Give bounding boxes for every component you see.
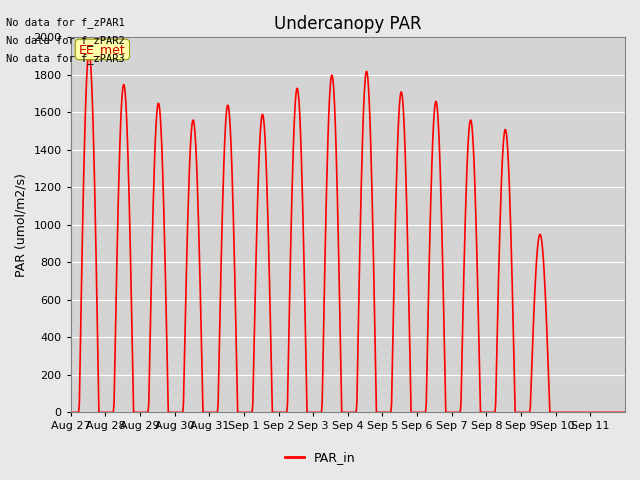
Title: Undercanopy PAR: Undercanopy PAR bbox=[274, 15, 422, 33]
Y-axis label: PAR (umol/m2/s): PAR (umol/m2/s) bbox=[15, 173, 28, 277]
Text: No data for f_zPAR3: No data for f_zPAR3 bbox=[6, 53, 125, 64]
Legend: PAR_in: PAR_in bbox=[280, 446, 360, 469]
Text: No data for f_zPAR1: No data for f_zPAR1 bbox=[6, 17, 125, 28]
Text: No data for f_zPAR2: No data for f_zPAR2 bbox=[6, 35, 125, 46]
Text: EE_met: EE_met bbox=[79, 43, 126, 56]
